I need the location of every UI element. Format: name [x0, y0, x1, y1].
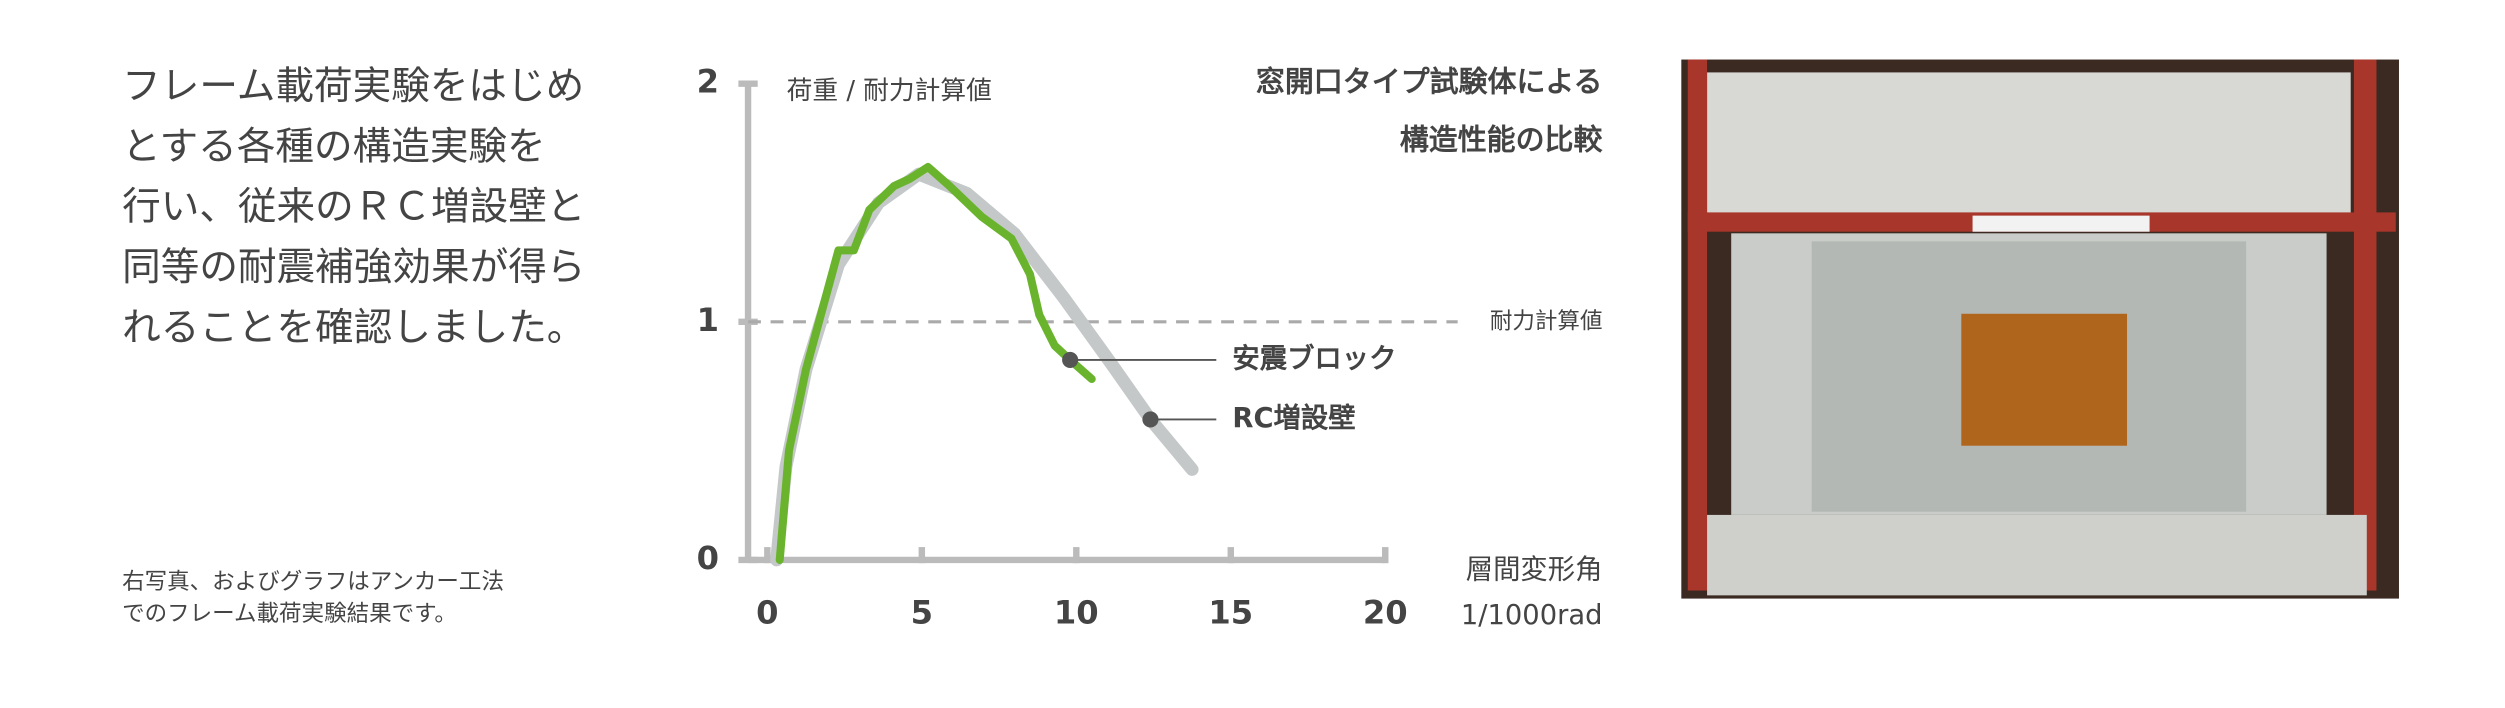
y-tick-label: 1 [697, 301, 719, 339]
paragraph-line: 同等の耐震補強効果が得ら [122, 245, 585, 290]
y-tick-label: 2 [697, 63, 719, 101]
x-axis-label: 1/1000rad [1461, 600, 1603, 631]
paragraph: フレーム載荷実験をはじめとする各種の構造実験を行い、従来のＲＣ増設壁と同等の耐震… [122, 64, 585, 350]
paragraph-line: フレーム載荷実験をはじめ [122, 64, 584, 109]
chart-title: 窓開口タイプ試験体による [1256, 65, 1603, 99]
note-line: 右写真、およびグラフはアンカー工法 [122, 569, 504, 595]
photo [1681, 59, 2399, 599]
x-axis-label: 層間変形角 [1466, 555, 1603, 586]
reference-label: 耐力計算値 [1490, 308, 1603, 334]
paragraph-line: 行い、従来のＲＣ増設壁と [122, 185, 585, 230]
chart-title: 構造性能の比較 [1400, 123, 1604, 157]
x-tick-label: 15 [1208, 594, 1253, 632]
series-line [770, 167, 1199, 567]
legend-label: RC増設壁 [1232, 402, 1355, 434]
series-line [775, 163, 1096, 564]
window [1961, 313, 2128, 446]
x-tick-label: 5 [911, 594, 933, 632]
x-tick-label: 0 [756, 594, 778, 632]
legend-label: 安震ブロック [1232, 342, 1396, 374]
label-plate [1972, 215, 2150, 232]
paragraph-line: れることを確認しました。 [122, 305, 585, 350]
column [1687, 59, 1708, 591]
x-tick-label: 10 [1054, 594, 1099, 632]
series-marker [1062, 351, 1079, 368]
x-tick-label: 20 [1363, 594, 1408, 632]
series-marker [1142, 411, 1159, 428]
column [2353, 59, 2377, 591]
paragraph-line: とする各種の構造実験を [122, 124, 546, 169]
note-line: でのフレーム載荷実験結果です。 [122, 601, 457, 627]
y-axis-label: 荷重 / 耐力計算値 [787, 76, 992, 106]
y-tick-label: 0 [697, 539, 719, 577]
upper-wall [1707, 72, 2351, 226]
base [1707, 514, 2367, 596]
